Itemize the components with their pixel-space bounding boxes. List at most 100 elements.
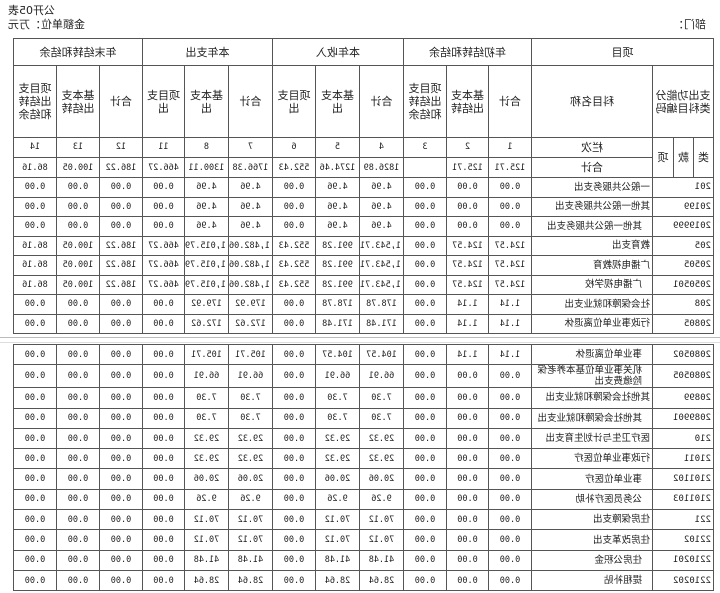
amount-cell: 9.26 xyxy=(228,489,273,510)
table-row: 201 一般公共服务支出 0.00 0.00 0.00 4.96 4.96 0.00 4.96 4… xyxy=(13,177,714,197)
amount-cell: 124.57 xyxy=(446,255,489,275)
amount-cell: 29.32 xyxy=(359,428,404,449)
amount-cell: 1,482.06 xyxy=(228,275,273,295)
amount-cell: 0.00 xyxy=(56,294,100,314)
total-label: 合计 xyxy=(531,157,653,178)
amount-cell: 0.00 xyxy=(403,428,447,449)
table-row: 221 住房保障支出 0.00 0.00 0.00 70.12 70.12 0.00 70.12… xyxy=(13,509,714,530)
amount-cell: 0.00 xyxy=(488,570,532,591)
amount-cell: 0.00 xyxy=(99,489,143,510)
amount-cell: 0.00 xyxy=(13,344,57,365)
amount-cell: 0.00 xyxy=(56,197,100,217)
amount-cell: 29.32 xyxy=(228,428,273,449)
amount-cell: 0.00 xyxy=(56,509,100,530)
amount-cell: 70.12 xyxy=(184,509,229,530)
amount-cell: 29.32 xyxy=(315,428,360,449)
header-expense: 本年支出 xyxy=(142,38,273,66)
amount-cell: 0.00 xyxy=(272,408,316,429)
column-number: 11 xyxy=(142,137,185,158)
amount-cell: 0.00 xyxy=(272,468,316,490)
amount-cell: 1.14 xyxy=(488,344,532,365)
amount-cell: 100.05 xyxy=(56,275,100,295)
amount-cell: 20.06 xyxy=(359,468,404,490)
amount-cell: 1.14 xyxy=(446,314,489,334)
amount-cell: 0.00 xyxy=(56,387,100,409)
amount-cell: 172.62 xyxy=(228,314,273,334)
amount-cell: 7.30 xyxy=(315,408,360,429)
subject-name: 事业单位离退休 xyxy=(531,344,653,365)
table-row: 20899 其他社会保障和就业支出 0.00 0.00 0.00 7.30 7.30 0.00… xyxy=(13,387,714,409)
amount-cell: 124.57 xyxy=(488,236,532,256)
amount-cell: 4.96 xyxy=(359,177,404,197)
subject-code: 2019999 xyxy=(652,216,714,236)
subject-name: 一般公共服务支出 xyxy=(531,177,653,197)
amount-cell: 0.00 xyxy=(403,314,447,334)
amount-cell: 0.00 xyxy=(403,216,447,236)
amount-cell: 86.16 xyxy=(13,236,57,256)
amount-cell: 0.00 xyxy=(403,509,447,530)
header-income: 本年收入 xyxy=(272,38,404,66)
total-value: 1300.11 xyxy=(184,157,229,178)
table-row: 20199 其他一般公共服务支出 0.00 0.00 0.00 4.96 4.96 0.00 4… xyxy=(13,197,714,217)
amount-cell: 0.00 xyxy=(142,570,185,591)
amount-cell: 0.00 xyxy=(99,448,143,469)
amount-cell: 0.00 xyxy=(142,314,185,334)
amount-cell: 1,015.79 xyxy=(184,275,229,295)
subject-code: 2210201 xyxy=(652,550,714,571)
amount-cell: 0.00 xyxy=(56,216,100,236)
amount-cell: 29.32 xyxy=(228,448,273,469)
amount-cell: 4.96 xyxy=(228,177,273,197)
amount-cell: 0.00 xyxy=(56,428,100,449)
amount-cell: 1,543.71 xyxy=(359,275,404,295)
header-kuan: 款 xyxy=(673,137,694,178)
subheader-5: 基本支出 xyxy=(315,65,360,138)
amount-cell: 0.00 xyxy=(99,294,143,314)
amount-cell: 7.30 xyxy=(228,408,273,429)
amount-cell: 86.16 xyxy=(13,275,57,295)
amount-cell: 28.64 xyxy=(228,570,273,591)
subject-code: 2080502 xyxy=(652,344,714,365)
total-value: 1274.46 xyxy=(315,157,360,178)
subject-name: 其他社会保障和就业支出 xyxy=(531,408,653,429)
amount-cell: 4.96 xyxy=(184,177,229,197)
amount-cell: 0.00 xyxy=(13,294,57,314)
amount-cell: 0.00 xyxy=(142,177,185,197)
subheader-8: 基本支出 xyxy=(184,65,229,138)
subject-name: 住房公积金 xyxy=(531,550,653,571)
amount-cell: 0.00 xyxy=(446,448,489,469)
amount-cell: 29.32 xyxy=(184,448,229,469)
amount-cell: 0.00 xyxy=(56,364,100,388)
amount-cell: 0.00 xyxy=(272,550,316,571)
amount-cell: 0.00 xyxy=(403,489,447,510)
amount-cell: 991.28 xyxy=(315,275,360,295)
subject-name: 其他社会保障和就业支出 xyxy=(531,387,653,409)
subheader-7: 合计 xyxy=(228,65,273,138)
amount-cell: 0.00 xyxy=(488,387,532,409)
subject-code: 210 xyxy=(652,428,714,449)
amount-cell: 1,543.71 xyxy=(359,236,404,256)
amount-cell: 0.00 xyxy=(99,529,143,551)
amount-cell: 0.00 xyxy=(13,177,57,197)
amount-cell: 0.00 xyxy=(272,197,316,217)
amount-cell: 0.00 xyxy=(99,509,143,530)
subject-code: 205 xyxy=(652,236,714,256)
amount-cell: 41.48 xyxy=(315,550,360,571)
amount-cell: 9.26 xyxy=(184,489,229,510)
amount-cell: 20.06 xyxy=(228,468,273,490)
amount-cell: 0.00 xyxy=(272,177,316,197)
amount-cell: 4.96 xyxy=(315,216,360,236)
amount-cell: 0.00 xyxy=(13,448,57,469)
amount-cell: 172.62 xyxy=(184,314,229,334)
header-name: 科目名称 xyxy=(531,65,653,138)
amount-cell: 0.00 xyxy=(13,509,57,530)
subject-name: 行政事业单位医疗 xyxy=(531,448,653,469)
amount-cell: 66.91 xyxy=(359,364,404,388)
amount-cell: 0.00 xyxy=(99,197,143,217)
table-row: 20805 行政事业单位离退休 1.14 1.14 0.00 171.48 171.48 0.… xyxy=(13,314,714,334)
amount-cell: 70.12 xyxy=(359,509,404,530)
header-code: 支出功能分类科目编码 xyxy=(652,65,714,138)
amount-cell: 0.00 xyxy=(142,509,185,530)
table-row: 21011 行政事业单位医疗 0.00 0.00 0.00 29.32 29.32 0.00 2… xyxy=(13,448,714,469)
total-value: 1766.38 xyxy=(228,157,273,178)
